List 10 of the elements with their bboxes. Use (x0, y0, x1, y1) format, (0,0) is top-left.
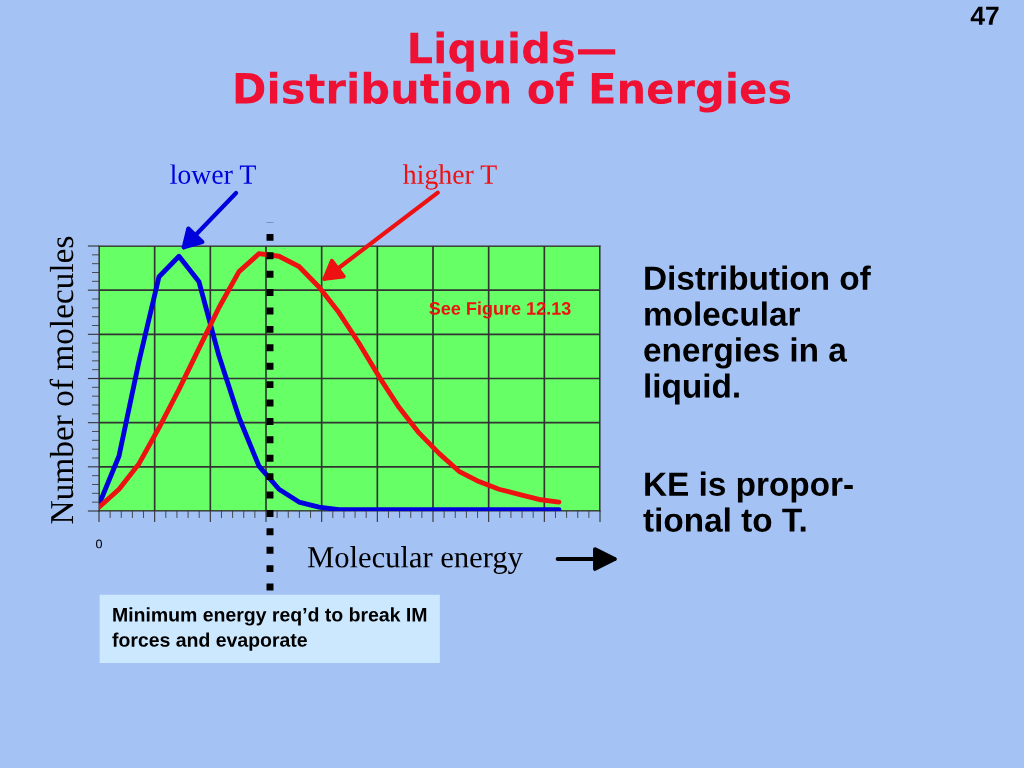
text: higher T (403, 164, 497, 190)
text: 0 (96, 539, 102, 549)
text: KE is propor- tional to T. (643, 471, 853, 532)
x-axis-title: Molecular energy (307, 546, 523, 574)
text: 47 (970, 6, 999, 25)
y-axis-title: Number of molecules (49, 236, 74, 524)
text: Minimum energy req’d to break IM forces and evaporate (112, 607, 427, 651)
text: lower T (170, 164, 256, 184)
text: Distribution of molecular energies in a liquid. (644, 265, 871, 405)
chart-title: Liquids— Distribution of Energies (235, 31, 791, 113)
